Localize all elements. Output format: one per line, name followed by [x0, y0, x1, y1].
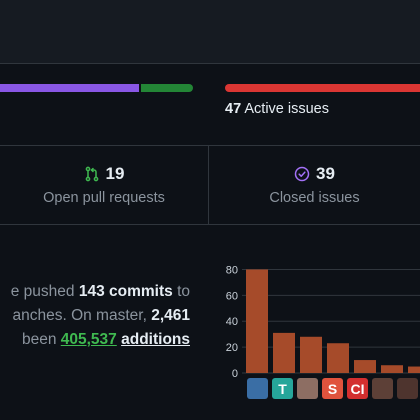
closed-issues-label: Closed issues	[269, 190, 360, 206]
commits-count: 143 commits	[78, 283, 173, 300]
metrics-row: 19 Open pull requests 39 Closed issues	[0, 145, 420, 225]
header-band	[0, 0, 420, 64]
contributor-avatar[interactable]: T	[272, 378, 293, 399]
active-issues-count: 47	[225, 101, 242, 117]
additions-count-link[interactable]: 405,537	[60, 331, 117, 348]
y-tick-label: 20	[226, 342, 238, 354]
pull-request-ratio-bar	[0, 84, 193, 92]
y-tick-label: 40	[226, 316, 238, 328]
files-count: 2,461	[151, 307, 190, 324]
summary-text: been	[21, 331, 61, 348]
contributor-bar[interactable]	[273, 332, 295, 373]
summary-line-3: been 405,537 additions	[22, 328, 190, 352]
closed-issues-count: 39	[316, 164, 335, 183]
contributor-bar[interactable]	[300, 336, 322, 373]
contributor-bar[interactable]	[381, 365, 403, 373]
issue-closed-icon	[294, 166, 310, 182]
merged-pr-segment	[141, 84, 193, 92]
metrics-divider	[208, 146, 209, 224]
contributor-avatar[interactable]	[372, 378, 393, 399]
open-pull-requests-metric[interactable]: 19 Open pull requests	[0, 146, 208, 224]
git-pull-request-icon	[85, 166, 98, 182]
summary-line-2: anches. On master, 2,461	[12, 304, 190, 328]
bar-chart-svg: 0 20 40 60 80	[226, 264, 420, 380]
contributor-bar[interactable]	[408, 366, 420, 373]
contributor-bar[interactable]	[354, 360, 376, 373]
issue-ratio-bar	[225, 84, 420, 92]
y-tick-label: 80	[226, 264, 238, 276]
active-issues-summary[interactable]: 47 Active issues	[225, 101, 329, 117]
summary-text: to	[172, 283, 190, 300]
contributor-bar[interactable]	[246, 269, 268, 373]
summary-text: anches. On master,	[12, 307, 152, 324]
open-pr-segment	[0, 84, 140, 92]
y-tick-label: 0	[232, 368, 238, 380]
open-pull-requests-count: 19	[105, 164, 125, 183]
contributor-avatar[interactable]: S	[322, 378, 343, 399]
closed-issues-metric[interactable]: 39 Closed issues	[209, 146, 420, 224]
summary-text: e pushed	[10, 283, 79, 300]
commit-contributors-chart: 0 20 40 60 80	[210, 255, 420, 420]
contributor-avatars: T S CI	[247, 378, 418, 399]
contributor-avatar[interactable]	[397, 378, 418, 399]
summary-line-1: e pushed 143 commits to	[11, 280, 190, 304]
contributor-avatar[interactable]: CI	[347, 378, 368, 399]
additions-label-link[interactable]: additions	[121, 331, 190, 348]
open-pull-requests-label: Open pull requests	[43, 190, 165, 206]
y-tick-label: 60	[226, 290, 238, 302]
contributor-bar[interactable]	[327, 343, 349, 373]
contributor-avatar[interactable]	[297, 378, 318, 399]
active-issues-label: Active issues	[244, 101, 329, 117]
contributor-avatar[interactable]	[247, 378, 268, 399]
